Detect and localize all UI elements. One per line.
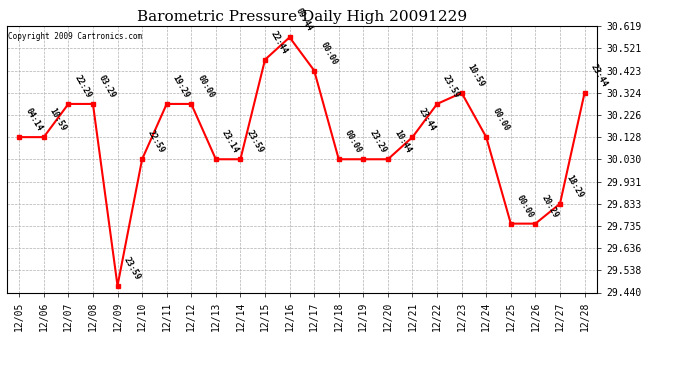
- Text: 23:14: 23:14: [220, 129, 240, 155]
- Text: 10:59: 10:59: [466, 63, 486, 89]
- Text: 03:29: 03:29: [97, 74, 117, 100]
- Text: 20:29: 20:29: [540, 193, 560, 219]
- Text: 10:59: 10:59: [48, 107, 68, 133]
- Text: 00:00: 00:00: [318, 40, 339, 66]
- Text: 23:59: 23:59: [121, 255, 142, 282]
- Text: 22:59: 22:59: [146, 129, 166, 155]
- Text: 22:29: 22:29: [72, 74, 93, 100]
- Text: 00:00: 00:00: [195, 74, 216, 100]
- Text: 23:29: 23:29: [368, 129, 388, 155]
- Text: 04:14: 04:14: [23, 107, 43, 133]
- Text: 00:00: 00:00: [491, 107, 511, 133]
- Text: 22:44: 22:44: [269, 29, 290, 56]
- Text: 23:44: 23:44: [589, 63, 609, 89]
- Text: 19:29: 19:29: [171, 74, 191, 100]
- Text: 23:59: 23:59: [441, 74, 462, 100]
- Text: 23:44: 23:44: [417, 107, 437, 133]
- Title: Barometric Pressure Daily High 20091229: Barometric Pressure Daily High 20091229: [137, 10, 467, 24]
- Text: Copyright 2009 Cartronics.com: Copyright 2009 Cartronics.com: [8, 32, 142, 40]
- Text: 09:44: 09:44: [294, 7, 314, 33]
- Text: 10:44: 10:44: [392, 129, 413, 155]
- Text: 00:00: 00:00: [343, 129, 363, 155]
- Text: 00:00: 00:00: [515, 193, 535, 219]
- Text: 18:29: 18:29: [564, 173, 584, 200]
- Text: 23:59: 23:59: [244, 129, 265, 155]
